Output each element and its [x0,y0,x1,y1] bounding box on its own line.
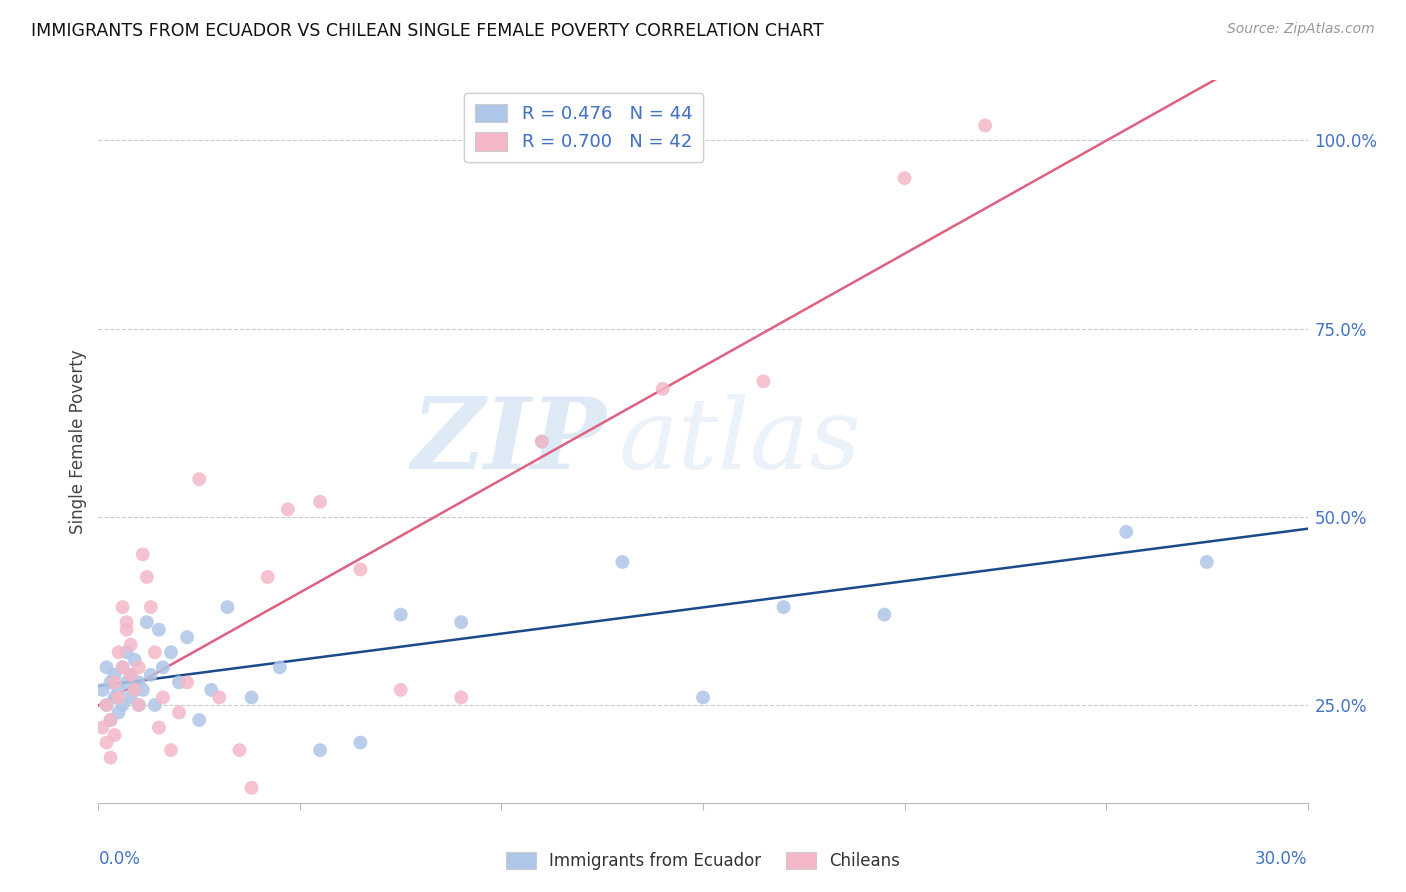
Point [389,682,412,697]
Point [124,682,146,697]
Point [115,615,138,630]
Point [530,434,553,449]
Point [256,570,278,584]
Point [128,660,150,674]
Point [167,706,190,720]
Point [148,721,170,735]
Point [132,682,155,697]
Point [91,682,114,697]
Point [772,600,794,615]
Point [450,615,472,630]
Point [309,494,332,508]
Point [124,682,146,697]
Point [240,780,263,795]
Point [269,660,291,674]
Point [188,713,211,727]
Point [240,690,263,705]
Point [132,548,155,562]
Point [188,472,211,486]
Text: Source: ZipAtlas.com: Source: ZipAtlas.com [1227,22,1375,37]
Point [96,698,118,712]
Point [128,698,150,712]
Point [107,706,129,720]
Text: ZIP: ZIP [412,393,606,490]
Text: IMMIGRANTS FROM ECUADOR VS CHILEAN SINGLE FEMALE POVERTY CORRELATION CHART: IMMIGRANTS FROM ECUADOR VS CHILEAN SINGL… [31,22,824,40]
Point [111,698,134,712]
Point [1115,524,1137,539]
Point [128,675,150,690]
Point [143,698,166,712]
Point [107,645,129,659]
Point [124,653,146,667]
Point [120,638,142,652]
Point [176,675,198,690]
Y-axis label: Single Female Poverty: Single Female Poverty [69,350,87,533]
Point [120,668,142,682]
Point [873,607,896,622]
Point [100,675,122,690]
Point [103,690,125,705]
Point [176,630,198,644]
Point [135,615,157,630]
Point [96,660,118,674]
Point [349,562,371,576]
Point [612,555,634,569]
Point [96,735,118,749]
Point [530,434,553,449]
Point [143,645,166,659]
Point [389,607,412,622]
Legend: Immigrants from Ecuador, Chileans: Immigrants from Ecuador, Chileans [499,845,907,877]
Point [752,375,775,389]
Point [152,690,174,705]
Point [115,645,138,659]
Point [148,623,170,637]
Point [120,668,142,682]
Point [115,623,138,637]
Point [160,743,183,757]
Point [309,743,332,757]
Point [96,698,118,712]
Point [111,600,134,615]
Point [100,750,122,764]
Point [692,690,714,705]
Point [217,600,239,615]
Point [111,660,134,674]
Point [103,668,125,682]
Text: 30.0%: 30.0% [1256,850,1308,868]
Point [100,713,122,727]
Point [450,690,472,705]
Text: 0.0%: 0.0% [98,850,141,868]
Point [128,698,150,712]
Point [139,668,162,682]
Point [107,690,129,705]
Point [208,690,231,705]
Point [349,735,371,749]
Point [139,600,162,615]
Point [103,728,125,742]
Point [893,171,915,186]
Point [100,713,122,727]
Point [91,721,114,735]
Point [160,645,183,659]
Point [228,743,250,757]
Point [107,682,129,697]
Point [135,570,157,584]
Point [120,690,142,705]
Point [651,382,673,396]
Point [103,675,125,690]
Legend: R = 0.476   N = 44, R = 0.700   N = 42: R = 0.476 N = 44, R = 0.700 N = 42 [464,93,703,162]
Point [115,675,138,690]
Point [152,660,174,674]
Point [111,660,134,674]
Point [200,682,222,697]
Point [1195,555,1218,569]
Text: atlas: atlas [619,394,860,489]
Point [974,119,997,133]
Point [277,502,299,516]
Point [167,675,190,690]
